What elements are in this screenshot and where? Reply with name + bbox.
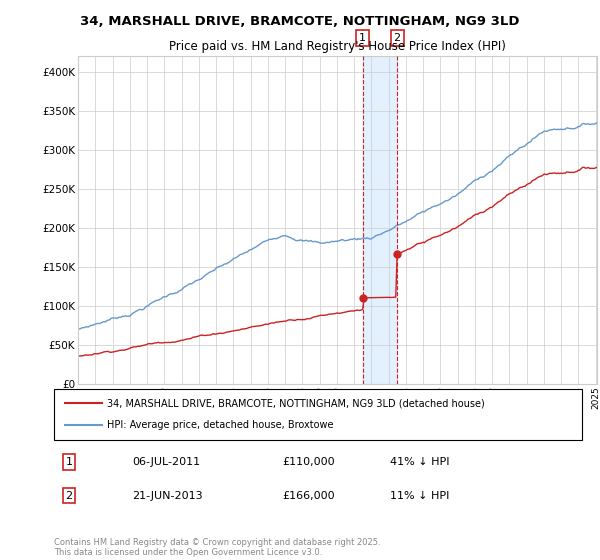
Text: 11% ↓ HPI: 11% ↓ HPI <box>390 491 449 501</box>
Text: 06-JUL-2011: 06-JUL-2011 <box>132 457 200 467</box>
Text: 1: 1 <box>65 457 73 467</box>
Text: 21-JUN-2013: 21-JUN-2013 <box>132 491 203 501</box>
Text: Contains HM Land Registry data © Crown copyright and database right 2025.
This d: Contains HM Land Registry data © Crown c… <box>54 538 380 557</box>
Text: £166,000: £166,000 <box>282 491 335 501</box>
Text: 2: 2 <box>65 491 73 501</box>
Text: £110,000: £110,000 <box>282 457 335 467</box>
Text: HPI: Average price, detached house, Broxtowe: HPI: Average price, detached house, Brox… <box>107 421 334 431</box>
Text: 34, MARSHALL DRIVE, BRAMCOTE, NOTTINGHAM, NG9 3LD: 34, MARSHALL DRIVE, BRAMCOTE, NOTTINGHAM… <box>80 15 520 28</box>
FancyBboxPatch shape <box>54 389 582 440</box>
Text: 41% ↓ HPI: 41% ↓ HPI <box>390 457 449 467</box>
Text: 34, MARSHALL DRIVE, BRAMCOTE, NOTTINGHAM, NG9 3LD (detached house): 34, MARSHALL DRIVE, BRAMCOTE, NOTTINGHAM… <box>107 398 485 408</box>
Text: 2: 2 <box>394 33 401 43</box>
Text: 1: 1 <box>359 33 366 43</box>
Title: Price paid vs. HM Land Registry's House Price Index (HPI): Price paid vs. HM Land Registry's House … <box>169 40 506 53</box>
Bar <box>362 56 397 384</box>
